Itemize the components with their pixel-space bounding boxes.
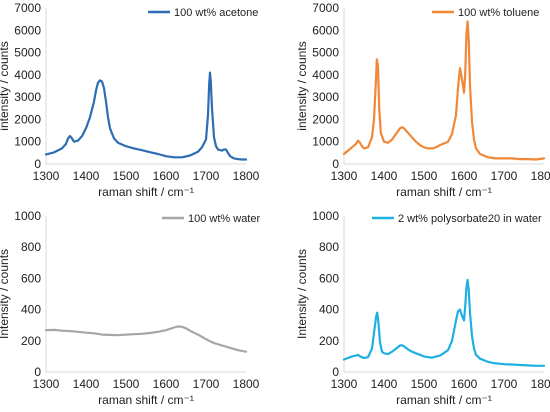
y-tick-label: 0 — [34, 157, 41, 171]
y-axis-title: intensity / counts — [295, 41, 309, 130]
legend-label: 100 wt% water — [188, 213, 260, 225]
y-tick-label: 800 — [21, 240, 41, 254]
series-line — [44, 71, 248, 161]
x-tick-label: 1800 — [531, 377, 550, 391]
x-tick-label: 1500 — [411, 169, 438, 183]
y-tick-label: 800 — [319, 240, 339, 254]
y-tick-label: 1000 — [312, 209, 339, 223]
y-tick-label: 5000 — [14, 46, 41, 60]
y-tick-label: 4000 — [14, 68, 41, 82]
x-tick-label: 1800 — [233, 377, 260, 391]
y-tick-label: 3000 — [312, 90, 339, 104]
y-tick-label: 200 — [21, 334, 41, 348]
y-tick-label: 7000 — [312, 1, 339, 15]
x-tick-label: 1400 — [73, 169, 100, 183]
series-line — [44, 325, 248, 353]
x-tick-label: 1700 — [491, 377, 518, 391]
legend-label: 100 wt% toluene — [458, 7, 539, 19]
y-tick-label: 1000 — [14, 135, 41, 149]
x-tick-label: 1400 — [73, 377, 100, 391]
y-tick-label: 0 — [332, 365, 339, 379]
y-tick-label: 200 — [319, 334, 339, 348]
y-tick-label: 600 — [21, 271, 41, 285]
x-tick-label: 1300 — [331, 377, 358, 391]
x-tick-label: 1600 — [153, 377, 180, 391]
x-axis-title: raman shift / cm⁻¹ — [98, 393, 194, 407]
x-tick-label: 1400 — [371, 377, 398, 391]
x-tick-label: 1600 — [153, 169, 180, 183]
y-axis-title: Intensity / counts — [0, 249, 11, 339]
y-tick-label: 5000 — [312, 46, 339, 60]
x-tick-label: 1700 — [193, 169, 220, 183]
x-tick-label: 1800 — [233, 169, 260, 183]
x-tick-label: 1700 — [491, 169, 518, 183]
legend-label: 2 wt% polysorbate20 in water — [398, 213, 542, 225]
x-tick-label: 1600 — [451, 377, 478, 391]
y-tick-label: 2000 — [14, 112, 41, 126]
y-tick-label: 400 — [319, 303, 339, 317]
legend-label: 100 wt% acetone — [174, 7, 258, 19]
y-tick-label: 6000 — [14, 23, 41, 37]
x-tick-label: 1300 — [331, 169, 358, 183]
x-axis-title: raman shift / cm⁻¹ — [396, 185, 492, 199]
x-tick-label: 1700 — [193, 377, 220, 391]
y-tick-label: 600 — [319, 271, 339, 285]
y-tick-label: 1000 — [14, 209, 41, 223]
y-tick-label: 6000 — [312, 23, 339, 37]
x-tick-label: 1600 — [451, 169, 478, 183]
x-tick-label: 1300 — [33, 377, 60, 391]
y-axis-title: Intensity / counts — [295, 249, 309, 339]
y-tick-label: 0 — [34, 365, 41, 379]
y-tick-label: 400 — [21, 303, 41, 317]
x-tick-label: 1500 — [113, 377, 140, 391]
series-line — [342, 278, 546, 367]
y-tick-label: 1000 — [312, 135, 339, 149]
y-tick-label: 7000 — [14, 1, 41, 15]
x-tick-label: 1500 — [411, 377, 438, 391]
x-axis-title: raman shift / cm⁻¹ — [396, 393, 492, 407]
x-tick-label: 1500 — [113, 169, 140, 183]
y-tick-label: 2000 — [312, 112, 339, 126]
y-tick-label: 4000 — [312, 68, 339, 82]
x-axis-title: raman shift / cm⁻¹ — [98, 185, 194, 199]
y-tick-label: 0 — [332, 157, 339, 171]
x-tick-label: 1300 — [33, 169, 60, 183]
y-tick-label: 3000 — [14, 90, 41, 104]
x-tick-label: 1800 — [531, 169, 550, 183]
x-tick-label: 1400 — [371, 169, 398, 183]
series-line — [342, 20, 546, 161]
y-axis-title: intensity / counts — [0, 41, 11, 130]
